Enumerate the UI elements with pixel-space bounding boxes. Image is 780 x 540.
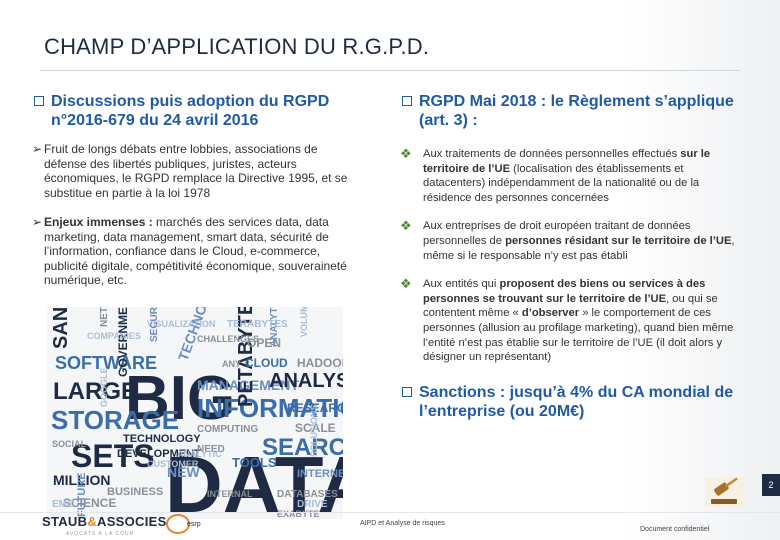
- word-cloud-word: NETWORK: [99, 307, 110, 327]
- word-cloud-word: ANALYTICS: [269, 307, 280, 347]
- word-cloud-word: ANALYTIC: [177, 449, 222, 459]
- word-cloud-word: SOCIAL: [52, 439, 87, 449]
- word-cloud-word: INFORMATION: [197, 393, 343, 423]
- logo-left-text: STAUB: [42, 514, 88, 529]
- logo-tagline: AVOCATS À LA COUR: [66, 531, 135, 537]
- list-item: ❖ Aux entités qui proposent des biens ou…: [400, 277, 738, 365]
- right-item-3-text-mid: , ou qui se contentent même «: [423, 292, 718, 320]
- word-cloud-word: GOVERNMENT: [116, 307, 130, 377]
- word-cloud-word: NEW: [167, 464, 200, 480]
- word-cloud-word: SOFTWARE: [55, 353, 157, 373]
- list-item: ➢ Fruit de longs débats entre lobbies, a…: [32, 142, 362, 200]
- word-cloud-word: LARGE: [53, 378, 137, 405]
- left-column: Discussions puis adoption du RGPD n°2016…: [32, 92, 362, 288]
- left-heading: Discussions puis adoption du RGPD n°2016…: [32, 92, 362, 130]
- word-cloud-word: SECURITY: [149, 307, 160, 342]
- checkbox-bullet-icon: [402, 386, 412, 397]
- word-cloud-word: SOLUTIONS: [309, 404, 319, 457]
- word-cloud-word: VOLUMES: [299, 307, 309, 337]
- right-heading-text: RGPD Mai 2018 : le Règlement s’applique …: [419, 93, 734, 129]
- footer-right-text: Document confidentiel: [640, 526, 710, 533]
- word-cloud-word: COMPANIES: [87, 331, 141, 341]
- word-cloud-word: HADOOP: [297, 356, 343, 370]
- word-cloud-word: SANNAS: [50, 307, 72, 349]
- logo-right-text: ASSOCIES: [97, 514, 167, 529]
- list-item: ❖ Aux traitements de données personnelle…: [400, 146, 738, 205]
- word-cloud-word: EMC: [52, 499, 74, 510]
- word-cloud-word: CUSTOMER: [147, 459, 199, 469]
- word-cloud-word: DRIVE: [297, 499, 328, 510]
- word-cloud-word: DATA: [165, 440, 343, 519]
- diamond-bullet-icon: ❖: [400, 276, 412, 292]
- left-item-2-text: marchés des services data, data marketin…: [44, 215, 347, 287]
- word-cloud-word: CHALLENGES: [197, 334, 259, 344]
- word-cloud-word: SCALE: [295, 421, 336, 435]
- word-cloud-word: MANAGEMENT: [197, 377, 299, 393]
- word-cloud-word: ANALYSIS: [269, 370, 343, 392]
- word-cloud-word: INTERNET: [297, 468, 343, 480]
- word-cloud-word: OPEN: [247, 336, 281, 350]
- gavel-icon: [705, 477, 745, 507]
- word-cloud-word: TECHNOLOGY: [123, 433, 201, 445]
- right-item-3-text: Aux entités qui: [423, 278, 500, 291]
- left-item-2-bold: Enjeux immenses :: [44, 215, 153, 229]
- word-cloud-word: FUTURE: [76, 472, 88, 517]
- right-item-3-bold-2: d’observer: [521, 307, 580, 320]
- list-item: ➢ Enjeux immenses : marchés des services…: [32, 215, 362, 288]
- partner-logo-text: esrp: [187, 521, 201, 528]
- partner-logo: esrp: [166, 514, 201, 534]
- title-divider: [40, 70, 740, 71]
- word-cloud-word: BUSINESS: [107, 486, 163, 498]
- word-cloud-word: VISUALIZATION: [147, 319, 215, 329]
- word-cloud-word: SEARCH: [262, 434, 343, 461]
- list-item: ❖ Aux entreprises de droit européen trai…: [400, 219, 738, 263]
- right-column: RGPD Mai 2018 : le Règlement s’applique …: [400, 92, 738, 421]
- right-item-1-bold: sur le territoire de l’UE: [423, 148, 711, 175]
- word-cloud-word: MILLION: [53, 472, 111, 488]
- arrow-bullet-icon: ➢: [32, 142, 43, 156]
- big-data-word-cloud: BIG DATA INFORMATIONMANAGEMENT LARGESTORAGE…: [47, 307, 343, 519]
- word-cloud-word: SETS: [71, 438, 155, 474]
- word-cloud-word: TERABYTES: [227, 319, 288, 330]
- word-cloud-word: INTERNAL: [207, 489, 253, 499]
- staub-associes-logo: STAUB&ASSOCIES: [42, 514, 167, 529]
- right-item-2-text-end: , même si le responsable n’y est pas éta…: [423, 234, 735, 262]
- checkbox-bullet-icon: [402, 96, 412, 106]
- checkbox-bullet-icon: [34, 96, 44, 106]
- right-item-3-bold: proposent des biens ou services à des pe…: [423, 278, 706, 305]
- word-cloud-word: SCIENCE: [63, 496, 116, 510]
- word-cloud-word: STORAGE: [51, 405, 179, 435]
- right-item-3-text-end: » le comportement de ces personnes (allu…: [423, 307, 734, 364]
- right-item-1-text: Aux traitements de données personnelles …: [423, 148, 681, 160]
- footer-divider: [0, 512, 780, 513]
- word-cloud-word: PETABYTES: [235, 307, 257, 407]
- sanctions-heading: Sanctions : jusqu’à 4% du CA mondial de …: [400, 383, 738, 421]
- word-cloud-word: ANY: [222, 359, 241, 369]
- slide-number: 2: [762, 474, 780, 496]
- left-item-1-text: Fruit de longs débats entre lobbies, ass…: [44, 142, 348, 200]
- page-title: CHAMP D’APPLICATION DU R.G.P.D.: [44, 34, 430, 59]
- word-cloud-word: DATABASES: [277, 489, 338, 500]
- word-cloud-word: BIG: [125, 364, 235, 433]
- word-cloud-word: NEED: [197, 444, 225, 455]
- word-cloud-word: RESEARCH: [287, 401, 343, 415]
- logo-amp: &: [87, 514, 98, 529]
- word-cloud-graphic: BIG DATA INFORMATIONMANAGEMENT LARGESTORAGE…: [50, 307, 343, 519]
- diamond-bullet-icon: ❖: [400, 218, 412, 234]
- word-cloud-word: COMPUTING: [197, 424, 258, 435]
- left-heading-text: Discussions puis adoption du RGPD n°2016…: [51, 93, 330, 129]
- word-cloud-word: EXABYTE: [277, 509, 320, 519]
- footer-middle-text: AIPD et Analyse de risques: [360, 520, 445, 527]
- right-item-1-text-end: (localisation des établissements et data…: [423, 162, 700, 204]
- right-item-2-text: Aux entreprises de droit européen traita…: [423, 220, 691, 247]
- right-item-2-bold: personnes résidant sur le territoire de …: [505, 234, 732, 247]
- word-cloud-word: CLOUD: [245, 356, 288, 370]
- word-cloud-word: GOOGLE: [99, 367, 109, 407]
- sanctions-text: Sanctions : jusqu’à 4% du CA mondial de …: [419, 383, 734, 420]
- right-heading: RGPD Mai 2018 : le Règlement s’applique …: [400, 92, 738, 130]
- diamond-bullet-icon: ❖: [400, 146, 412, 161]
- word-cloud-word: DEVELOPMENT: [117, 448, 201, 460]
- word-cloud-word: TOOLS: [232, 455, 277, 470]
- arrow-bullet-icon: ➢: [32, 215, 43, 229]
